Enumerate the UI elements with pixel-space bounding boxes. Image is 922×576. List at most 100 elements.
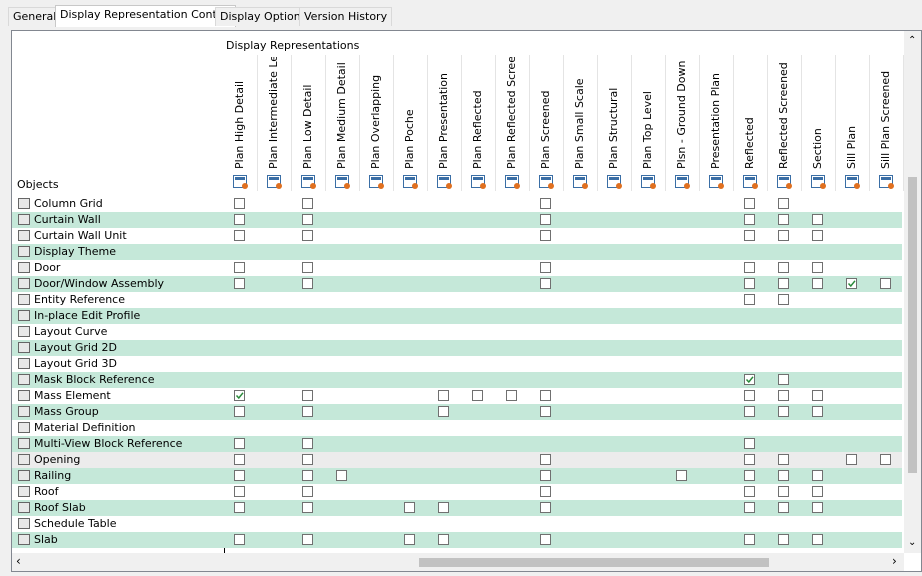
checkbox[interactable] [540,214,551,225]
column-header[interactable]: Plsn - Ground Down [675,60,688,169]
checkbox[interactable] [778,470,789,481]
checkbox[interactable] [778,390,789,401]
checkbox[interactable] [778,214,789,225]
tab[interactable]: Display Options [215,7,312,26]
column-header[interactable]: Reflected Screened [777,62,790,169]
checkbox[interactable] [234,198,245,209]
checkbox[interactable] [812,470,823,481]
checkbox[interactable] [540,406,551,417]
object-row[interactable]: Column Grid [12,196,902,212]
checkbox[interactable] [302,390,313,401]
column-header[interactable]: Plan Reflected Scree... [505,57,518,169]
checkbox[interactable] [540,198,551,209]
object-row[interactable]: Mass Element [12,388,902,404]
column-header[interactable]: Plan Poche [403,109,416,169]
object-row[interactable]: Display Theme [12,244,902,260]
checkbox-checked[interactable] [744,374,755,385]
checkbox[interactable] [744,470,755,481]
checkbox[interactable] [302,486,313,497]
checkbox[interactable] [812,406,823,417]
checkbox[interactable] [778,294,789,305]
checkbox[interactable] [744,214,755,225]
checkbox[interactable] [234,470,245,481]
checkbox[interactable] [234,438,245,449]
checkbox[interactable] [676,470,687,481]
horizontal-scrollbar[interactable]: ‹ › [12,553,904,571]
checkbox[interactable] [540,502,551,513]
object-row[interactable]: Material Definition [12,420,902,436]
checkbox[interactable] [744,454,755,465]
column-header[interactable]: Sill Plan [845,125,858,169]
object-row[interactable]: Layout Curve [12,324,902,340]
checkbox[interactable] [506,390,517,401]
column-header[interactable]: Plan Medium Detail [335,62,348,169]
column-header[interactable]: Section [811,128,824,169]
object-row[interactable]: Railing [12,468,902,484]
column-header[interactable]: Plan Intermediate Level [267,57,280,169]
checkbox[interactable] [302,470,313,481]
checkbox[interactable] [302,198,313,209]
tab[interactable]: Display Representation Control [55,5,236,27]
checkbox[interactable] [302,214,313,225]
checkbox[interactable] [812,278,823,289]
object-row[interactable]: Multi-View Block Reference [12,436,902,452]
checkbox[interactable] [540,262,551,273]
checkbox[interactable] [234,454,245,465]
checkbox[interactable] [302,278,313,289]
checkbox[interactable] [778,406,789,417]
checkbox[interactable] [778,374,789,385]
checkbox[interactable] [778,486,789,497]
checkbox[interactable] [778,502,789,513]
object-row[interactable]: Layout Grid 3D [12,356,902,372]
checkbox-checked[interactable] [234,390,245,401]
checkbox[interactable] [234,406,245,417]
object-row[interactable]: Curtain Wall [12,212,902,228]
column-header[interactable]: Plan Presentation [437,73,450,169]
checkbox[interactable] [812,230,823,241]
checkbox[interactable] [744,390,755,401]
checkbox[interactable] [540,470,551,481]
checkbox[interactable] [812,502,823,513]
column-header[interactable]: Sill Plan Screened [879,70,892,169]
checkbox[interactable] [234,214,245,225]
vertical-scrollbar[interactable]: ⌃ ⌄ [904,31,921,553]
object-row[interactable]: Layout Grid 2D [12,340,902,356]
checkbox[interactable] [778,230,789,241]
checkbox[interactable] [744,438,755,449]
checkbox[interactable] [744,262,755,273]
object-row[interactable]: Door [12,260,902,276]
column-header[interactable]: Plan Top Level [641,91,654,169]
checkbox[interactable] [302,502,313,513]
checkbox[interactable] [234,534,245,545]
column-header[interactable]: Plan Screened [539,90,552,169]
checkbox[interactable] [302,438,313,449]
checkbox[interactable] [540,454,551,465]
checkbox[interactable] [302,230,313,241]
tab[interactable]: Version History [299,7,393,26]
checkbox[interactable] [744,278,755,289]
checkbox[interactable] [234,502,245,513]
checkbox[interactable] [404,502,415,513]
checkbox[interactable] [778,262,789,273]
checkbox[interactable] [744,534,755,545]
column-header[interactable]: Plan Low Detail [301,84,314,169]
object-row[interactable]: Schedule Table [12,516,902,532]
checkbox[interactable] [812,262,823,273]
checkbox[interactable] [812,534,823,545]
tab[interactable]: General [8,7,62,26]
checkbox[interactable] [302,262,313,273]
checkbox[interactable] [778,198,789,209]
checkbox[interactable] [234,262,245,273]
checkbox[interactable] [846,454,857,465]
column-header[interactable]: Reflected [743,117,756,169]
column-header[interactable]: Plan High Detail [233,80,246,169]
checkbox[interactable] [438,406,449,417]
column-header[interactable]: Plan Overlapping [369,74,382,169]
checkbox[interactable] [880,454,891,465]
checkbox[interactable] [234,278,245,289]
checkbox[interactable] [540,534,551,545]
checkbox[interactable] [744,198,755,209]
checkbox[interactable] [540,230,551,241]
checkbox[interactable] [778,454,789,465]
checkbox[interactable] [812,486,823,497]
